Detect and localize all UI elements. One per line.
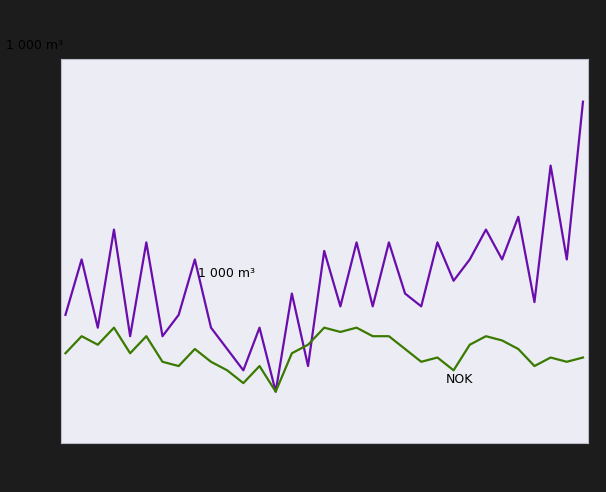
- Text: NOK: NOK: [445, 373, 473, 386]
- Text: 1 000 m³: 1 000 m³: [198, 267, 255, 279]
- Text: 1 000 m³: 1 000 m³: [6, 39, 63, 52]
